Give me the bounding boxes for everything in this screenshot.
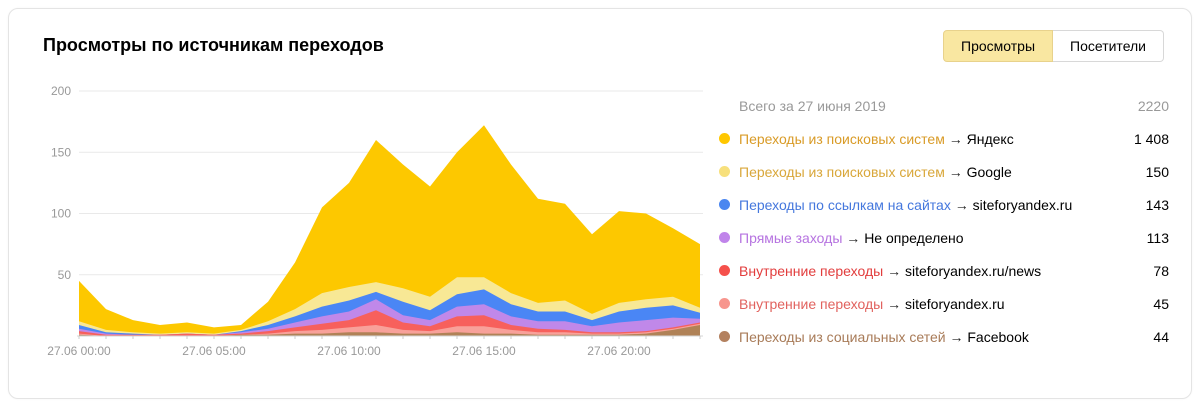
toggle-visitors-button[interactable]: Посетители (1053, 30, 1164, 62)
legend-row[interactable]: Переходы из поисковых систем → Google 150 (719, 155, 1169, 188)
legend-value: 1 408 (1133, 130, 1169, 147)
x-axis-label: 27.06 15:00 (452, 344, 516, 358)
legend-source-label: Прямые заходы (739, 229, 843, 246)
legend-row[interactable]: Переходы по ссылкам на сайтах → sitefory… (719, 188, 1169, 221)
arrow-icon: → (944, 163, 967, 180)
legend-source-label: Переходы по ссылкам на сайтах (739, 196, 951, 213)
traffic-sources-area-chart[interactable]: 50 100 150 200 27.06 00:00 27.06 05:00 27.06 1… (37, 81, 709, 373)
area-series[interactable] (79, 325, 700, 336)
x-axis-label: 27.06 10:00 (317, 344, 381, 358)
arrow-icon: → (944, 130, 967, 147)
series-color-dot (719, 133, 730, 144)
legend-row[interactable]: Внутренние переходы → siteforyandex.ru/n… (719, 254, 1169, 287)
y-axis-label: 100 (51, 207, 71, 221)
legend-row[interactable]: Внутренние переходы → siteforyandex.ru 45 (719, 287, 1169, 320)
area-series[interactable] (79, 125, 700, 336)
toggle-views-button[interactable]: Просмотры (943, 30, 1054, 62)
legend-row[interactable]: Переходы из поисковых систем → Яндекс 1 4… (719, 122, 1169, 155)
legend-target-label: Не определено (864, 229, 964, 246)
legend-target-label: siteforyandex.ru/news (904, 262, 1042, 279)
legend-source-label: Переходы из социальных сетей (739, 328, 946, 345)
legend-source-label: Переходы из поисковых систем (739, 130, 945, 147)
legend-value: 44 (1153, 328, 1169, 345)
legend-target-label: Яндекс (966, 130, 1014, 147)
legend-source-label: Внутренние переходы (739, 295, 884, 312)
legend-value: 45 (1153, 295, 1169, 312)
arrow-icon: → (842, 229, 865, 246)
area-series[interactable] (79, 323, 700, 336)
series-color-dot (719, 232, 730, 243)
legend-row[interactable]: Переходы из социальных сетей → Facebook 4… (719, 320, 1169, 353)
arrow-icon: → (883, 295, 905, 312)
legend-value: 78 (1153, 262, 1169, 279)
x-axis-label: 27.06 20:00 (587, 344, 651, 358)
legend-target-label: Facebook (967, 328, 1029, 345)
series-color-dot (719, 199, 730, 210)
legend-total-value: 2220 (1137, 97, 1169, 114)
legend-rows: Переходы из поисковых систем → Яндекс 1 4… (719, 122, 1169, 353)
arrow-icon: → (945, 328, 968, 345)
legend-source-label: Переходы из поисковых систем (739, 163, 945, 180)
legend-target-label: Google (966, 163, 1012, 180)
traffic-widget-card: Просмотры по источникам переходов Просмо… (8, 8, 1192, 399)
arrow-icon: → (950, 196, 973, 213)
metric-toggle: Просмотры Посетители (943, 30, 1164, 62)
legend-row[interactable]: Прямые заходы → Не определено 113 (719, 221, 1169, 254)
x-axis-label: 27.06 05:00 (182, 344, 246, 358)
y-axis-label: 150 (51, 145, 71, 159)
legend-target-label: siteforyandex.ru (972, 196, 1073, 213)
legend-value: 143 (1145, 196, 1169, 213)
legend-source-label: Внутренние переходы (739, 262, 884, 279)
series-color-dot (719, 298, 730, 309)
chart-legend: Всего за 27 июня 2019 2220 Переходы из п… (719, 89, 1169, 353)
arrow-icon: → (883, 262, 905, 279)
x-axis-label: 27.06 00:00 (47, 344, 111, 358)
area-series[interactable] (79, 310, 700, 336)
legend-total-label: Всего за 27 июня 2019 (739, 97, 886, 114)
series-color-dot (719, 166, 730, 177)
legend-header: Всего за 27 июня 2019 2220 (719, 89, 1169, 122)
legend-target-label: siteforyandex.ru (904, 295, 1005, 312)
widget-title: Просмотры по источникам переходов (43, 35, 384, 55)
legend-value: 113 (1146, 229, 1169, 246)
series-color-dot (719, 331, 730, 342)
legend-value: 150 (1145, 163, 1169, 180)
series-color-dot (719, 265, 730, 276)
y-axis-label: 200 (51, 84, 71, 98)
y-axis-label: 50 (58, 268, 72, 282)
